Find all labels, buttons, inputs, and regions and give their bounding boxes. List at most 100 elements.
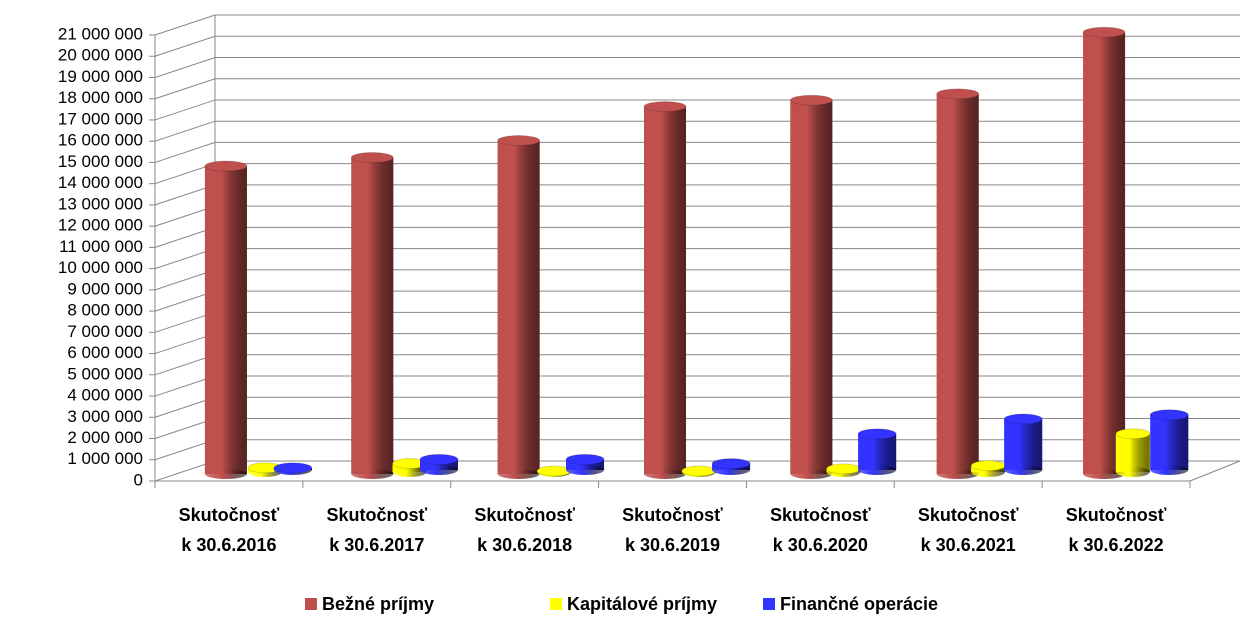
bar xyxy=(1003,413,1043,475)
legend-label: Bežné príjmy xyxy=(322,594,434,614)
x-tick-label: Skutočnosť k 30.6.2018 xyxy=(474,505,575,555)
bar-top xyxy=(497,135,541,147)
bar-shade xyxy=(566,459,605,470)
y-tick-label: 5 000 000 xyxy=(67,364,143,383)
y-tick-label: 10 000 000 xyxy=(58,258,143,277)
bar xyxy=(565,453,605,475)
bar-bottom xyxy=(1083,469,1126,479)
bar xyxy=(1082,26,1126,479)
bar-shade xyxy=(790,100,833,474)
y-tick-label: 7 000 000 xyxy=(67,322,143,341)
grid-line xyxy=(154,205,1240,227)
bar-bottom xyxy=(419,465,458,475)
bar-shade xyxy=(936,93,979,474)
bar-shade xyxy=(644,106,686,474)
x-tick-label: Skutočnosť k 30.6.2020 xyxy=(770,505,871,555)
bar-shade xyxy=(351,157,394,475)
bar-bottom xyxy=(936,469,979,479)
bar-bottom xyxy=(204,469,247,479)
grid-line xyxy=(154,14,1240,36)
bar-top xyxy=(273,462,313,474)
bar-bottom xyxy=(858,465,897,475)
y-tick-label: 14 000 000 xyxy=(58,173,143,192)
y-tick-label: 8 000 000 xyxy=(67,301,143,320)
y-tick-label: 12 000 000 xyxy=(58,216,143,235)
bar-top xyxy=(350,152,394,164)
bar-shade xyxy=(497,140,540,475)
y-tick-label: 0 xyxy=(134,470,143,489)
x-tick-label: Skutočnosť k 30.6.2016 xyxy=(178,505,280,555)
bar-top xyxy=(565,453,605,465)
bar-top xyxy=(970,460,1006,472)
legend-label: Kapitálové príjmy xyxy=(567,594,717,614)
bar-bottom xyxy=(351,469,394,479)
legend-label: Finančné operácie xyxy=(780,594,938,614)
bar-top xyxy=(1149,409,1189,421)
bar-top xyxy=(789,94,833,106)
y-tick-label: 21 000 000 xyxy=(58,24,143,43)
grid-line xyxy=(154,99,1240,121)
grid-line xyxy=(154,375,1240,397)
grid-line xyxy=(154,141,1240,163)
x-tick-label: Skutočnosť k 30.6.2022 xyxy=(1065,505,1167,555)
bar xyxy=(681,465,717,477)
grid-line xyxy=(154,163,1240,185)
grid-line xyxy=(154,290,1240,312)
y-tick-label: 20 000 000 xyxy=(58,46,143,65)
bar xyxy=(350,152,394,479)
y-tick-label: 2 000 000 xyxy=(67,428,143,447)
y-tick-label: 1 000 000 xyxy=(67,449,143,468)
bar-shade xyxy=(204,166,247,475)
bar xyxy=(1149,409,1189,475)
bar xyxy=(536,465,572,477)
floor-edge xyxy=(1189,460,1241,482)
legend-swatch xyxy=(763,598,775,610)
grid-line xyxy=(154,311,1240,333)
y-tick-label: 9 000 000 xyxy=(67,279,143,298)
bar xyxy=(204,160,248,479)
grid-line xyxy=(154,35,1240,57)
grid-line xyxy=(154,333,1240,355)
bar-top xyxy=(419,453,459,465)
y-tick-label: 17 000 000 xyxy=(58,109,143,128)
x-tick-label: Skutočnosť k 30.6.2021 xyxy=(917,505,1019,555)
bar-bottom xyxy=(1150,465,1189,475)
bar-top xyxy=(936,88,980,100)
y-tick-label: 3 000 000 xyxy=(67,407,143,426)
legend-swatch xyxy=(305,598,317,610)
bar-top xyxy=(711,458,751,470)
bar-top xyxy=(1115,428,1151,440)
bar xyxy=(392,458,428,477)
bar-top xyxy=(681,465,717,477)
bar-shade xyxy=(419,459,458,470)
bar-top xyxy=(643,101,687,113)
bar-bottom xyxy=(1004,465,1043,475)
bar xyxy=(789,94,833,479)
grid-line xyxy=(154,439,1240,461)
grid-line xyxy=(154,120,1240,142)
bar-bottom xyxy=(497,469,540,479)
bar xyxy=(419,453,459,475)
bar-top xyxy=(826,463,862,475)
y-tick-label: 16 000 000 xyxy=(58,131,143,150)
grid-line xyxy=(154,396,1240,418)
bar xyxy=(936,88,980,479)
grid-line xyxy=(154,78,1240,100)
x-tick-label: Skutočnosť k 30.6.2017 xyxy=(326,505,428,555)
bar xyxy=(857,428,897,475)
y-tick-label: 18 000 000 xyxy=(58,88,143,107)
bar-bottom xyxy=(644,469,686,479)
bar-top xyxy=(1003,413,1043,425)
bar xyxy=(826,463,862,477)
y-tick-label: 11 000 000 xyxy=(59,237,143,256)
bar xyxy=(643,101,687,479)
y-tick-label: 6 000 000 xyxy=(67,343,143,362)
grid-line xyxy=(154,184,1240,206)
bar-bottom xyxy=(566,465,605,475)
bar-bottom xyxy=(790,469,833,479)
bar-top xyxy=(857,428,897,440)
bar-shade xyxy=(1083,32,1126,474)
x-tick-label: Skutočnosť k 30.6.2019 xyxy=(622,505,723,555)
